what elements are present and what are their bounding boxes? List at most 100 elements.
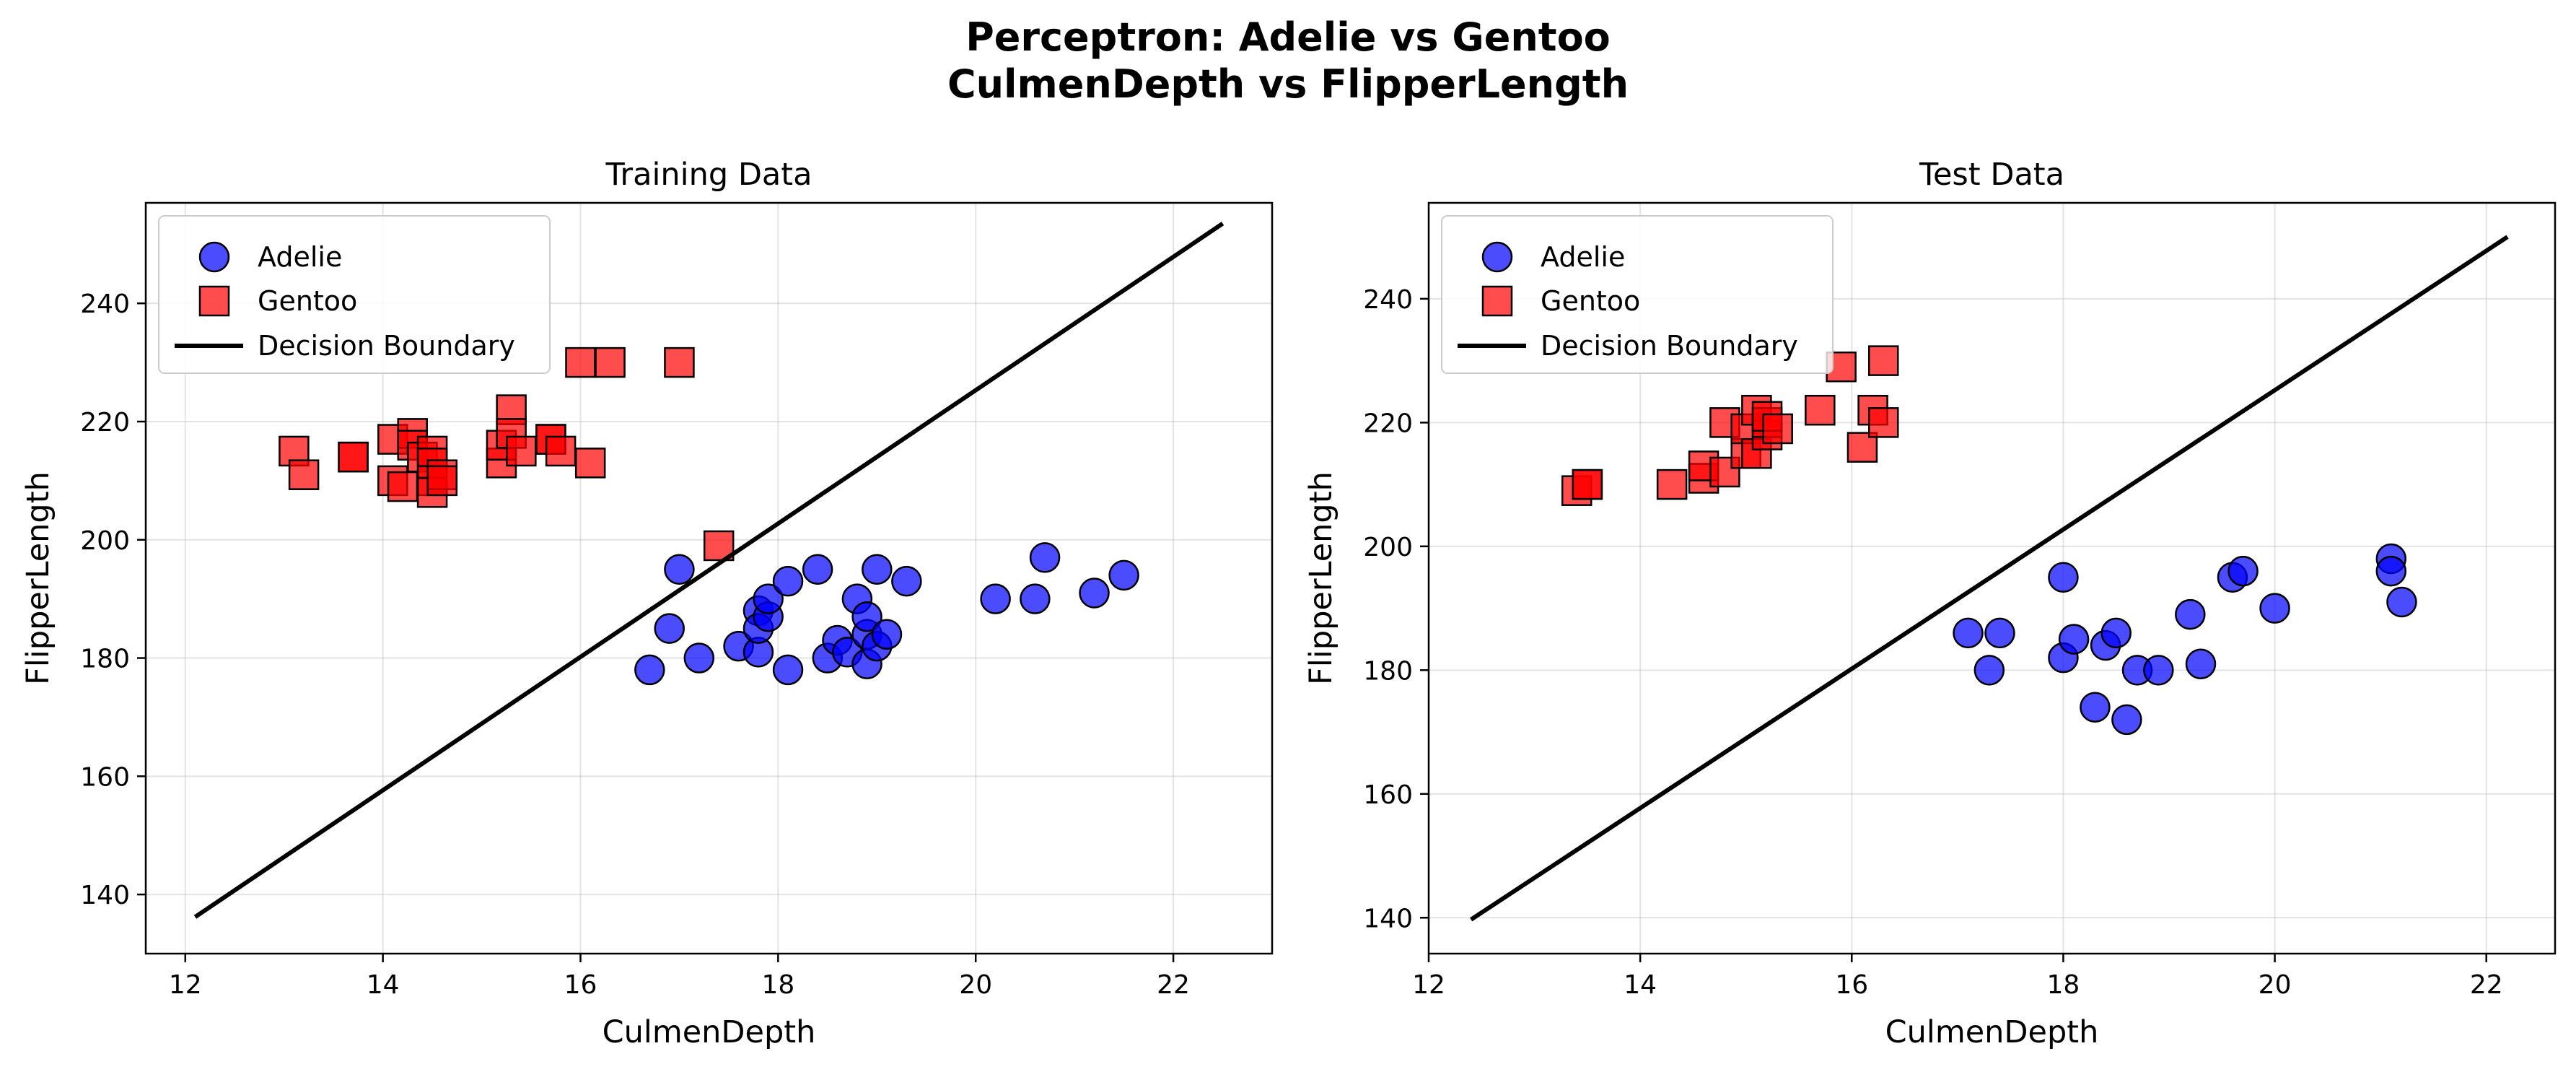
training-adelie-point [1029, 542, 1061, 573]
test-legend-adelie-marker [1481, 241, 1513, 273]
test-xtick-label: 12 [1412, 970, 1445, 1000]
test-axes-frame [1427, 201, 2557, 955]
test-adelie-point [2175, 598, 2206, 630]
training-gentoo-point [506, 435, 537, 467]
training-legend-box [158, 215, 551, 374]
test-adelie-point [1973, 655, 2005, 686]
test-xtick-label: 14 [1624, 970, 1657, 1000]
test-legend: Adelie Gentoo Decision Boundary [1441, 215, 1834, 374]
test-xtick-label: 22 [2470, 970, 2503, 1000]
training-gentoo-point [565, 347, 596, 378]
training-adelie-point [871, 619, 903, 650]
test-xtick-label: 18 [2047, 970, 2080, 1000]
training-legend-boundary-label: Decision Boundary [258, 330, 515, 362]
training-xtick-label: 16 [564, 970, 597, 1000]
training-adelie-point [1079, 578, 1110, 609]
training-adelie-point [772, 565, 804, 597]
training-data-layer [193, 222, 1225, 919]
training-adelie-point [980, 583, 1011, 614]
training-gentoo-point [288, 459, 320, 490]
training-x-axis-label: CulmenDepth [603, 1014, 816, 1050]
test-subplot-title: Test Data [1919, 157, 2064, 193]
training-adelie-point [753, 583, 784, 614]
test-decision-boundary-line [1469, 235, 2509, 922]
test-ytick-label: 140 [1363, 904, 1413, 933]
training-gentoo-point [338, 441, 369, 473]
test-legend-adelie-label: Adelie [1541, 241, 1625, 273]
training-y-axis-label: FlipperLength [20, 471, 56, 685]
training-ytick-label: 200 [80, 526, 130, 556]
training-xtick-label: 20 [959, 970, 992, 1000]
test-gentoo-point [1868, 407, 1899, 438]
test-adelie-point [2227, 555, 2259, 587]
test-adelie-point [1984, 617, 2015, 649]
test-adelie-point [1953, 617, 1984, 649]
test-adelie-point [2058, 624, 2090, 655]
test-legend-box [1441, 215, 1834, 374]
training-gentoo-point [664, 347, 695, 378]
training-ytick-label: 180 [80, 645, 130, 674]
training-decision-boundary-line [193, 222, 1225, 919]
training-xtick-label: 18 [761, 970, 794, 1000]
test-gentoo-point [1762, 413, 1793, 445]
training-gentoo-point [545, 435, 577, 467]
test-adelie-point [2375, 555, 2407, 587]
training-xtick-label: 22 [1157, 970, 1190, 1000]
training-adelie-point [1020, 583, 1051, 614]
test-adelie-point [2259, 593, 2290, 624]
training-xtick-label: 14 [367, 970, 400, 1000]
test-y-axis-label: FlipperLength [1303, 471, 1339, 685]
training-adelie-point [683, 642, 715, 674]
test-x-axis-label: CulmenDepth [1885, 1014, 2099, 1050]
training-ytick-label: 140 [80, 881, 130, 910]
training-legend-gentoo-label: Gentoo [258, 285, 357, 317]
training-legend-adelie-label: Adelie [258, 241, 342, 273]
test-adelie-point [2143, 655, 2174, 686]
test-gentoo-point [1572, 469, 1603, 500]
test-ytick-label: 220 [1363, 409, 1413, 438]
test-adelie-point [2080, 692, 2111, 723]
training-adelie-point [634, 654, 665, 686]
training-gentoo-point [387, 471, 419, 502]
training-data-subplot: 12 14 16 18 20 22 140 160 180 200 220 240 Training D… [20, 157, 1274, 1050]
training-legend-adelie-marker [198, 241, 230, 273]
training-adelie-point [664, 554, 695, 585]
training-adelie-point [802, 554, 833, 585]
test-legend-gentoo-label: Gentoo [1541, 285, 1640, 317]
test-adelie-point [2386, 586, 2417, 618]
training-xtick-label: 12 [169, 970, 202, 1000]
test-data-subplot: 12 14 16 18 20 22 140 160 180 200 220 240 Test Data C… [1303, 157, 2557, 1050]
test-ytick-label: 240 [1363, 285, 1413, 315]
test-data-layer [1469, 235, 2509, 922]
training-gentoo-point [426, 465, 458, 497]
training-axes-frame [144, 201, 1274, 955]
test-legend-gentoo-marker [1481, 285, 1513, 317]
test-ytick-label: 160 [1363, 780, 1413, 810]
test-adelie-point [2185, 648, 2217, 679]
training-ytick-label: 220 [80, 408, 130, 437]
training-ytick-label: 160 [80, 762, 130, 792]
training-ytick-label: 240 [80, 289, 130, 319]
test-ytick-label: 200 [1363, 533, 1413, 562]
figure-title-line1: Perceptron: Adelie vs Gentoo [965, 14, 1611, 60]
training-adelie-point [891, 565, 922, 597]
test-xtick-label: 16 [1835, 970, 1868, 1000]
test-adelie-point [2111, 704, 2142, 736]
training-adelie-point [772, 654, 804, 686]
test-ytick-label: 180 [1363, 656, 1413, 686]
test-gentoo-point [1805, 394, 1836, 426]
figure-title-line2: CulmenDepth vs FlipperLength [947, 61, 1629, 107]
test-legend-boundary-label: Decision Boundary [1541, 330, 1798, 362]
training-adelie-point [862, 554, 893, 585]
training-adelie-point [654, 613, 685, 644]
test-gentoo-point [1868, 345, 1899, 376]
test-gentoo-point [1656, 469, 1688, 500]
test-adelie-point [2048, 562, 2079, 593]
training-legend-gentoo-marker [198, 285, 230, 317]
test-adelie-point [2100, 617, 2132, 649]
training-adelie-point [1108, 559, 1139, 591]
training-gentoo-point [595, 347, 626, 378]
training-subplot-title: Training Data [605, 157, 812, 193]
training-gentoo-point [574, 448, 606, 479]
